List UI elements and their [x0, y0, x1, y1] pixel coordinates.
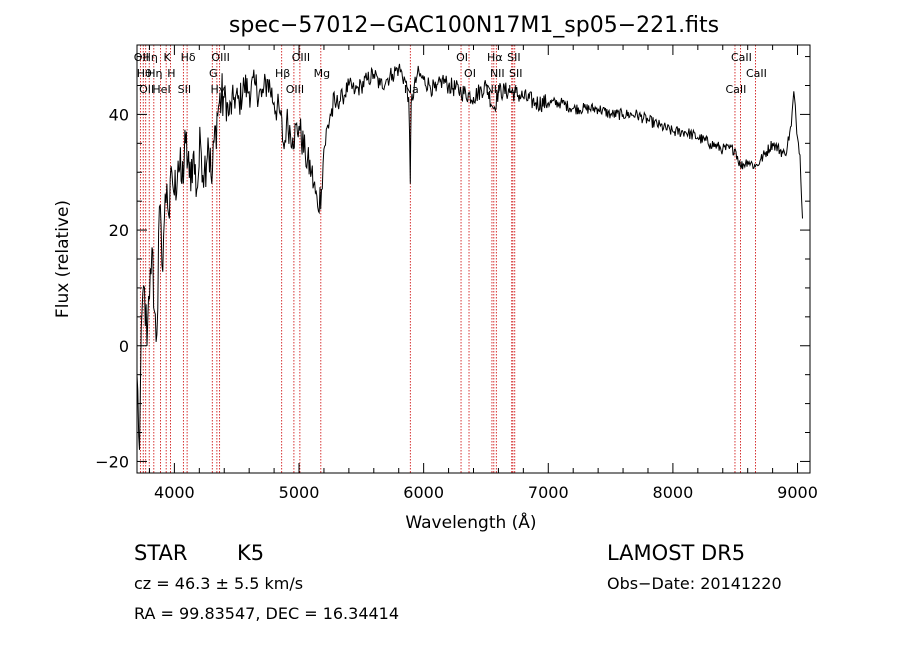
spectral-line-label: Hβ — [275, 67, 290, 80]
spectral-line-label: OIII — [286, 83, 304, 96]
axis-tick-labels: 4000 5000 6000 7000 8000 9000 −20 0 20 40 — [95, 105, 818, 502]
spectral-line-label: OII — [139, 83, 154, 96]
spectral-line-label: Hη — [147, 67, 162, 80]
spectral-line-label: Hα — [487, 51, 503, 64]
spectral-line-label: Na — [404, 83, 419, 96]
spectral-line-label: Hθ — [137, 67, 152, 80]
spectral-line-label: CaII — [731, 51, 752, 64]
spectral-line-label: Hδ — [181, 51, 196, 64]
chart-title: spec−57012−GAC100N17M1_sp05−221.fits — [229, 13, 719, 38]
spectral-line-label: SII — [178, 83, 191, 96]
spectral-line-label: CaII — [726, 83, 747, 96]
spectral-line-label: SII — [509, 67, 522, 80]
spectral-line-label: CaII — [746, 67, 767, 80]
spectral-line-markers — [139, 45, 756, 473]
spectral-line-label: OII — [134, 51, 149, 64]
spectral-line-label: SII — [507, 51, 520, 64]
spectral-line-label: OI — [456, 51, 468, 64]
spectral-line-label: G — [209, 67, 218, 80]
y-tick-label: 0 — [119, 337, 129, 356]
x-tick-label: 6000 — [403, 483, 444, 502]
spectral-line-label: OIII — [211, 51, 229, 64]
y-tick-label: −20 — [95, 452, 129, 471]
y-axis-label: Flux (relative) — [53, 200, 73, 318]
x-axis-label: Wavelength (Å) — [405, 511, 536, 533]
spectral-line-labels: OIIHθOIIHηHηHeIKHSIIHδGHγOIIIHβOIIIOIIIM… — [134, 51, 767, 96]
x-tick-label: 7000 — [528, 483, 569, 502]
redshift-cz: cz = 46.3 ± 5.5 km/s — [134, 574, 304, 593]
x-tick-label: 5000 — [279, 483, 320, 502]
object-subclass: K5 — [237, 541, 265, 565]
object-class: STAR — [134, 541, 188, 565]
x-tick-label: 4000 — [154, 483, 195, 502]
spectral-line-label: HeI — [152, 83, 170, 96]
spectrum-series-line — [136, 63, 803, 450]
spectral-line-label: Hγ — [210, 83, 225, 96]
observation-date: Obs−Date: 20141220 — [607, 574, 782, 593]
x-tick-label: 9000 — [777, 483, 818, 502]
plot-frame — [136, 44, 811, 474]
spectral-line-label: NII — [490, 67, 505, 80]
x-tick-label: 8000 — [653, 483, 694, 502]
spectral-line-label: OI — [464, 67, 476, 80]
survey-name: LAMOST DR5 — [607, 541, 746, 565]
axis-ticks — [137, 45, 810, 473]
spectral-line-label: Mg — [314, 67, 330, 80]
y-tick-label: 40 — [109, 105, 129, 124]
ra-dec-coordinates: RA = 99.83547, DEC = 16.34414 — [134, 604, 400, 623]
spectral-line-label: OIII — [292, 51, 310, 64]
y-tick-label: 20 — [109, 221, 129, 240]
spectral-line-label: H — [167, 67, 175, 80]
spectral-line-label: K — [164, 51, 172, 64]
spectral-line-label: Hη — [143, 51, 158, 64]
